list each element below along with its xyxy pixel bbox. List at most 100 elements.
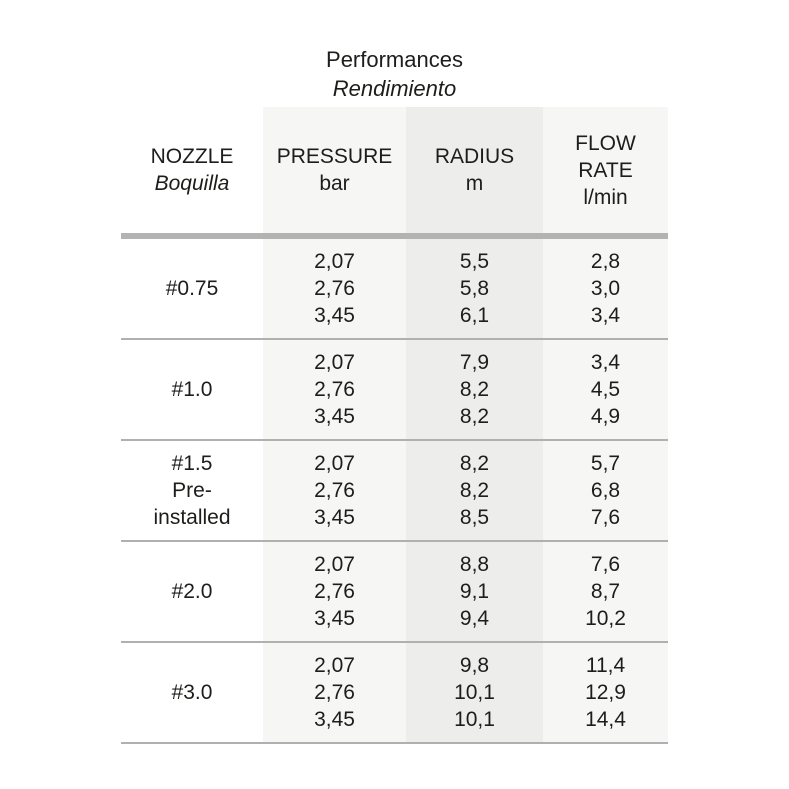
row-group-2-0: #2.0 2,07 2,76 3,45 8,8 9,1 9,4 7,6 8,7 … [121, 542, 668, 643]
flow-value: 2,8 [590, 250, 621, 273]
nozzle-label: #0.75 [165, 277, 219, 300]
pressure-cell: 2,07 2,76 3,45 [263, 652, 406, 733]
nozzle-label-3: installed [153, 506, 231, 529]
pressure-value: 2,76 [314, 378, 355, 401]
nozzle-cell: #3.0 [121, 652, 263, 733]
flow-value: 14,4 [585, 708, 626, 731]
header-flow-rate-label-2: RATE [578, 158, 633, 182]
header-pressure-label: PRESSURE [276, 145, 393, 168]
pressure-value: 2,76 [314, 681, 355, 704]
header-nozzle-label: NOZZLE [150, 145, 234, 168]
header-pressure-unit: bar [319, 172, 350, 195]
flow-cell: 3,4 4,5 4,9 [543, 349, 668, 430]
flow-column-shade [543, 107, 668, 744]
header-radius-unit: m [465, 172, 484, 195]
pressure-cell: 2,07 2,76 3,45 [263, 551, 406, 632]
pressure-value: 2,07 [314, 452, 355, 475]
performance-table: NOZZLE Boquilla PRESSURE bar RADIUS m FL… [121, 107, 668, 744]
nozzle-cell: #0.75 [121, 248, 263, 329]
row-group-1-5-preinstalled: #1.5 Pre- installed 2,07 2,76 3,45 8,2 8… [121, 441, 668, 542]
radius-cell: 8,8 9,1 9,4 [406, 551, 543, 632]
title-spanish: Rendimiento [332, 76, 457, 101]
flow-value: 4,9 [590, 405, 621, 428]
nozzle-label-2: Pre- [172, 479, 212, 502]
flow-value: 10,2 [585, 607, 626, 630]
nozzle-cell: #2.0 [121, 551, 263, 632]
header-flow-rate: FLOW RATE l/min [543, 107, 668, 233]
nozzle-label: #2.0 [171, 580, 213, 603]
radius-value: 8,5 [459, 506, 490, 529]
title-english: Performances [326, 47, 463, 72]
header-nozzle-sublabel: Boquilla [154, 172, 230, 195]
flow-value: 3,4 [590, 351, 621, 374]
radius-value: 9,4 [459, 607, 490, 630]
table-title: Performances Rendimiento [0, 0, 789, 103]
flow-value: 3,4 [590, 304, 621, 327]
nozzle-cell: #1.0 [121, 349, 263, 430]
pressure-value: 2,07 [314, 553, 355, 576]
row-group-0-75: #0.75 2,07 2,76 3,45 5,5 5,8 6,1 2,8 3,0… [121, 239, 668, 340]
nozzle-label: #3.0 [171, 681, 213, 704]
pressure-value: 3,45 [314, 506, 355, 529]
pressure-value: 3,45 [314, 304, 355, 327]
radius-value: 8,2 [459, 405, 490, 428]
radius-cell: 7,9 8,2 8,2 [406, 349, 543, 430]
row-group-3-0: #3.0 2,07 2,76 3,45 9,8 10,1 10,1 11,4 1… [121, 643, 668, 744]
nozzle-label: #1.5 [171, 452, 213, 475]
header-flow-rate-label: FLOW [575, 131, 636, 155]
pressure-value: 3,45 [314, 405, 355, 428]
pressure-value: 2,07 [314, 351, 355, 374]
radius-column-shade [406, 107, 543, 744]
header-pressure: PRESSURE bar [263, 107, 406, 233]
flow-cell: 5,7 6,8 7,6 [543, 450, 668, 531]
pressure-value: 3,45 [314, 607, 355, 630]
radius-value: 7,9 [459, 351, 490, 374]
flow-value: 4,5 [590, 378, 621, 401]
pressure-value: 2,07 [314, 654, 355, 677]
radius-value: 6,1 [459, 304, 490, 327]
pressure-value: 2,76 [314, 277, 355, 300]
row-group-1-0: #1.0 2,07 2,76 3,45 7,9 8,2 8,2 3,4 4,5 … [121, 340, 668, 441]
pressure-cell: 2,07 2,76 3,45 [263, 450, 406, 531]
pressure-cell: 2,07 2,76 3,45 [263, 248, 406, 329]
flow-value: 12,9 [585, 681, 626, 704]
table-header: NOZZLE Boquilla PRESSURE bar RADIUS m FL… [121, 107, 668, 233]
radius-value: 9,8 [459, 654, 490, 677]
nozzle-label: #1.0 [171, 378, 213, 401]
flow-cell: 11,4 12,9 14,4 [543, 652, 668, 733]
radius-value: 8,2 [459, 452, 490, 475]
radius-value: 5,8 [459, 277, 490, 300]
header-radius: RADIUS m [406, 107, 543, 233]
flow-value: 3,0 [590, 277, 621, 300]
pressure-value: 3,45 [314, 708, 355, 731]
radius-value: 10,1 [454, 708, 495, 731]
flow-value: 11,4 [585, 654, 626, 677]
radius-value: 8,8 [459, 553, 490, 576]
radius-value: 10,1 [454, 681, 495, 704]
header-radius-label: RADIUS [434, 145, 515, 168]
flow-cell: 7,6 8,7 10,2 [543, 551, 668, 632]
pressure-cell: 2,07 2,76 3,45 [263, 349, 406, 430]
header-nozzle: NOZZLE Boquilla [121, 107, 263, 233]
radius-value: 8,2 [459, 378, 490, 401]
radius-value: 9,1 [459, 580, 490, 603]
pressure-value: 2,07 [314, 250, 355, 273]
nozzle-cell: #1.5 Pre- installed [121, 450, 263, 531]
header-divider-rule [121, 233, 668, 239]
radius-value: 5,5 [459, 250, 490, 273]
flow-value: 5,7 [590, 452, 621, 475]
pressure-column-shade [263, 107, 406, 744]
flow-value: 8,7 [590, 580, 621, 603]
flow-value: 6,8 [590, 479, 621, 502]
radius-value: 8,2 [459, 479, 490, 502]
pressure-value: 2,76 [314, 580, 355, 603]
flow-value: 7,6 [590, 506, 621, 529]
radius-cell: 5,5 5,8 6,1 [406, 248, 543, 329]
header-flow-rate-unit: l/min [583, 185, 628, 209]
pressure-value: 2,76 [314, 479, 355, 502]
radius-cell: 9,8 10,1 10,1 [406, 652, 543, 733]
flow-cell: 2,8 3,0 3,4 [543, 248, 668, 329]
flow-value: 7,6 [590, 553, 621, 576]
radius-cell: 8,2 8,2 8,5 [406, 450, 543, 531]
